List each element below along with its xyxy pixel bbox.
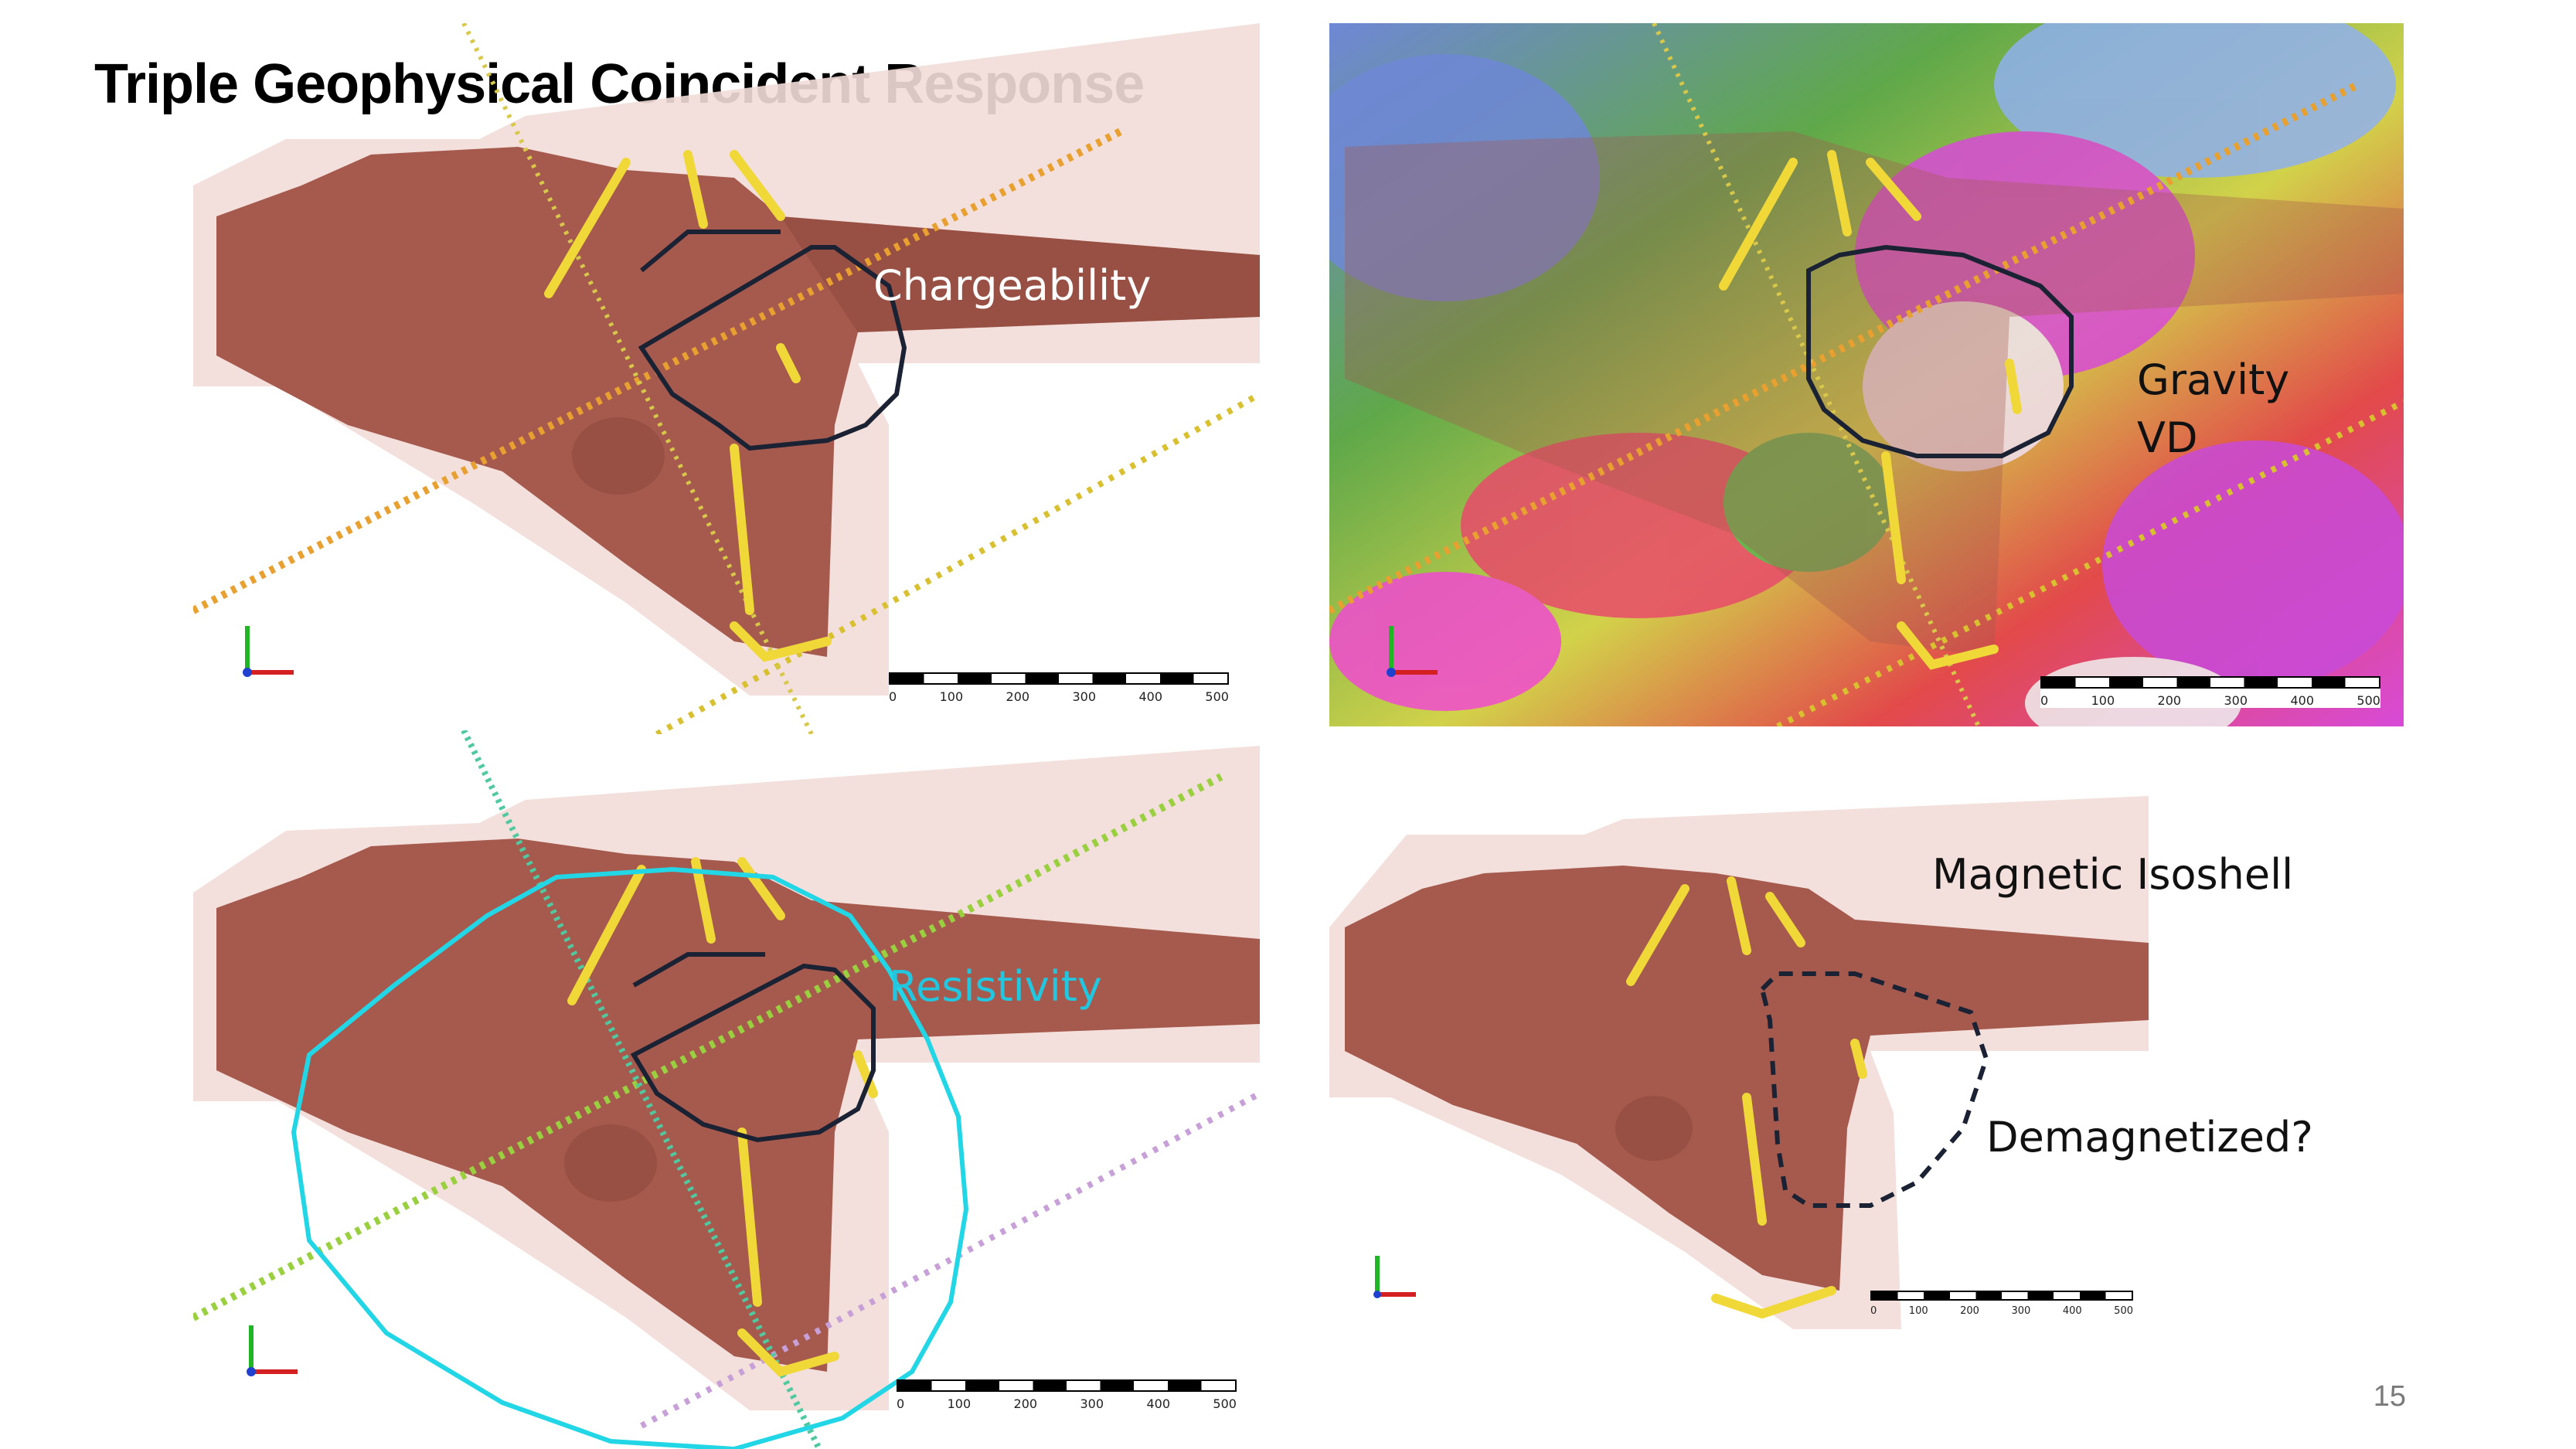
isoshell-body <box>216 838 1260 1372</box>
scalebar: 0 100 200 300 400 500 <box>889 672 1229 704</box>
scalebar-bar <box>2040 676 2380 689</box>
scalebar-tick: 0 <box>897 1396 905 1411</box>
magnetic-panel: Magnetic Isoshell Demagnetized? 0 100 20… <box>1329 788 2396 1345</box>
veins <box>567 857 878 1377</box>
scalebar-tick: 200 <box>1960 1305 1979 1317</box>
axes-gizmo <box>243 626 294 677</box>
resistivity-panel: Resistivity 0 100 200 300 400 500 <box>193 730 1260 1449</box>
scalebar-tick: 100 <box>939 689 964 704</box>
gravity-anomalies <box>1329 23 2404 726</box>
isoshell-shading <box>572 216 1260 495</box>
gravity-panel: Gravity VD 0 100 200 300 400 500 <box>1329 23 2404 726</box>
ip-line-second <box>655 391 1260 734</box>
chargeability-view <box>193 23 1260 734</box>
resistivity-view <box>193 730 1260 1449</box>
axes-gizmo <box>247 1325 298 1376</box>
scalebar-tick: 400 <box>1138 689 1162 704</box>
scalebar-bar <box>897 1379 1237 1392</box>
ip-line-cross <box>461 730 822 1449</box>
resistivity-label: Resistivity <box>889 962 1102 1011</box>
scalebar-tick: 300 <box>2224 693 2248 708</box>
page-number: 15 <box>2373 1380 2406 1413</box>
scalebar-tick: 300 <box>2011 1305 2031 1317</box>
scalebar-tick: 200 <box>1013 1396 1038 1411</box>
magnetic-view <box>1329 796 2149 1329</box>
chargeability-label: Chargeability <box>873 261 1152 310</box>
scalebar-tick: 300 <box>1072 689 1097 704</box>
scalebar-bar <box>889 672 1229 685</box>
scalebar-tick: 0 <box>1870 1305 1877 1317</box>
scalebar-tick: 100 <box>1908 1305 1928 1317</box>
scalebar-tick: 300 <box>1080 1396 1104 1411</box>
ip-line-main <box>1329 81 2360 614</box>
scalebar: 0 100 200 300 400 500 <box>1870 1291 2133 1317</box>
scalebar-tick: 500 <box>2114 1305 2133 1317</box>
scalebar-tick: 200 <box>2157 693 2182 708</box>
axes-gizmo <box>1373 1256 1416 1298</box>
resistivity-outline <box>291 866 969 1449</box>
axes-gizmo <box>1387 626 1438 677</box>
gravity-label-line2: VD <box>2137 413 2198 462</box>
scalebar-tick: 0 <box>2040 693 2049 708</box>
veins <box>1719 150 2022 670</box>
gravity-isoshell-overlay <box>1345 131 2404 657</box>
isoshell-shading <box>1615 1096 1693 1161</box>
chargeability-panel: Chargeability 0 100 200 300 400 500 <box>193 23 1260 734</box>
scalebar-tick: 400 <box>1146 1396 1170 1411</box>
scalebar-tick: 400 <box>2062 1305 2082 1317</box>
magnetic-label: Magnetic Isoshell <box>1932 850 2294 899</box>
veins <box>544 150 832 662</box>
gravity-view <box>1329 23 2404 726</box>
ip-line-second <box>640 1090 1260 1429</box>
scalebar-tick: 500 <box>2357 693 2380 708</box>
demagnetized-outline <box>1759 971 1989 1208</box>
scalebar-tick: 0 <box>889 689 897 704</box>
scalebar-tick: 200 <box>1006 689 1030 704</box>
isoshell-body <box>1345 866 2149 1291</box>
gravity-label-line1: Gravity <box>2137 355 2290 404</box>
chargeability-outline <box>630 952 876 1143</box>
scalebar: 0 100 200 300 400 500 <box>897 1379 1237 1411</box>
gravity-outline <box>1806 244 2074 458</box>
isoshell-body <box>216 147 1260 657</box>
demagnetized-label: Demagnetized? <box>1986 1113 2313 1162</box>
chargeability-outline <box>638 230 907 451</box>
scalebar-bar <box>1870 1291 2133 1301</box>
scalebar-tick: 500 <box>1205 689 1229 704</box>
scalebar-tick: 100 <box>2091 693 2115 708</box>
isoshell-shading <box>564 1124 657 1202</box>
scalebar-tick: 500 <box>1213 1396 1237 1411</box>
ip-line-cross <box>461 23 814 734</box>
scalebar-tick: 100 <box>947 1396 972 1411</box>
scalebar: 0 100 200 300 400 500 <box>2040 676 2380 708</box>
veins <box>1626 876 1867 1319</box>
scalebar-tick: 400 <box>2290 693 2314 708</box>
